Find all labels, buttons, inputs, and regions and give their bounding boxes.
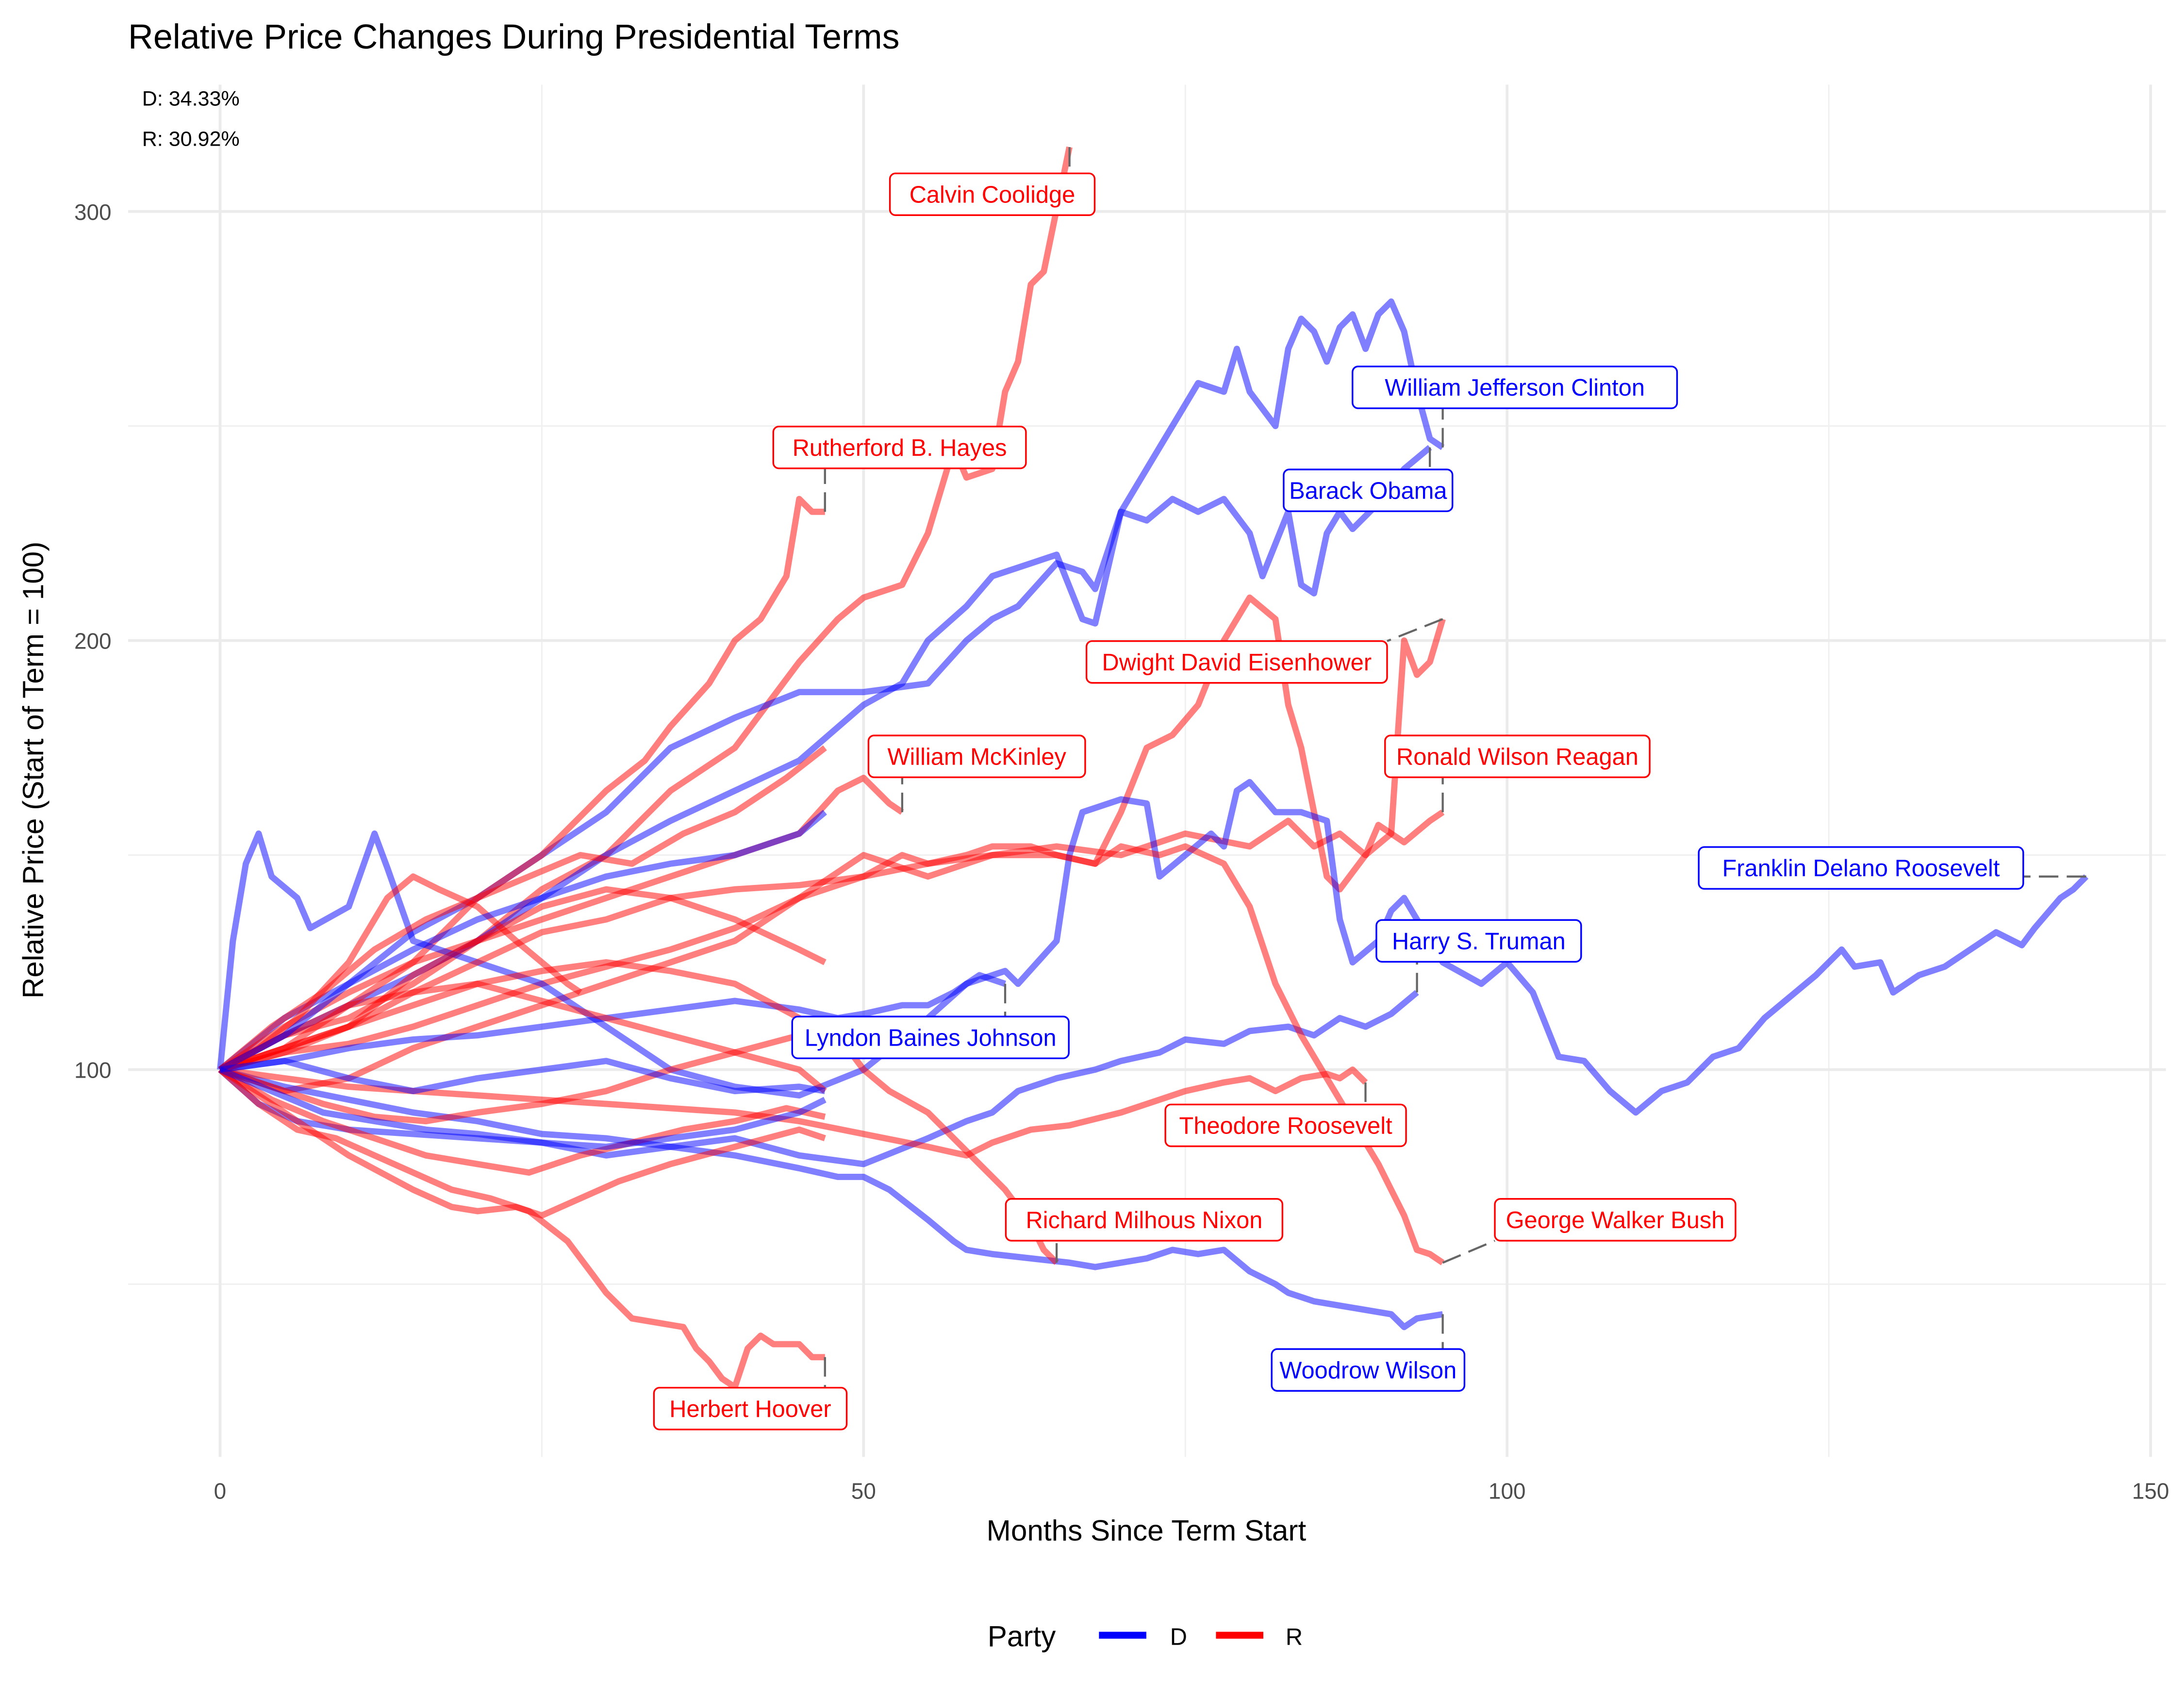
series-line-d (218, 298, 1445, 1073)
series-label: Barack Obama (1283, 468, 1454, 512)
series-label-text: George Walker Bush (1506, 1207, 1725, 1233)
series-label-text: Dwight David Eisenhower (1102, 650, 1372, 676)
series-line-r (219, 1023, 826, 1125)
x-tick-label: 50 (851, 1478, 876, 1503)
series-label-box (772, 425, 1027, 469)
series-line-r (219, 886, 827, 1073)
series-line-d (219, 1066, 1443, 1331)
series-line-d (218, 1066, 827, 1150)
series-label-box (1164, 1103, 1407, 1148)
y-axis-title: Relative Price (Start of Term = 100) (17, 542, 50, 999)
y-tick-label: 200 (74, 629, 112, 654)
series-line-d (219, 1058, 826, 1095)
axis-ticks: 0 50 100 150 100 200 300 (74, 200, 2169, 1504)
series-label-box (1283, 468, 1454, 512)
series-label-text: William McKinley (887, 744, 1066, 770)
series-label: Richard Milhous Nixon (1005, 1198, 1284, 1242)
series-lines (217, 146, 2089, 1390)
x-tick-label: 150 (2132, 1478, 2169, 1503)
legend-label-d: D (1170, 1624, 1187, 1650)
series-line-r (218, 775, 904, 1072)
series-line-r (219, 809, 1445, 1073)
series-label: William McKinley (867, 734, 1086, 778)
series-label-text: Franklin Delano Roosevelt (1722, 855, 2000, 882)
series-label: Franklin Delano Roosevelt (1698, 846, 2024, 890)
series-label-box (1384, 734, 1651, 778)
annotation-r: R: 30.92% (142, 128, 240, 151)
series-line-r (218, 1067, 826, 1219)
series-line-r (218, 1066, 826, 1176)
x-tick-label: 0 (214, 1478, 227, 1503)
series-label-box (867, 734, 1086, 778)
series-labels: Calvin Coolidge William Jefferson Clinton… (653, 147, 2086, 1431)
series-line-r (219, 843, 1445, 1266)
legend-title: Party (988, 1620, 1056, 1653)
series-line-r (218, 1067, 825, 1390)
series-label-text: Rutherford B. Hayes (793, 435, 1007, 461)
legend: Party D R (988, 1620, 1303, 1653)
label-connector (1442, 1239, 1495, 1264)
series-label-box (1005, 1198, 1284, 1242)
series-label-text: Woodrow Wilson (1279, 1357, 1456, 1383)
series-line-d (217, 779, 2089, 1116)
series-label-box (653, 1386, 848, 1431)
series-label: Harry S. Truman (1375, 919, 1582, 963)
series-label: Rutherford B. Hayes (772, 425, 1027, 469)
series-line-r (219, 1066, 1368, 1159)
annotation-d: D: 34.33% (142, 87, 240, 110)
legend-label-r: R (1286, 1624, 1303, 1650)
series-label-box (889, 172, 1096, 217)
series-label: Theodore Roosevelt (1164, 1103, 1407, 1148)
gridlines (128, 84, 2166, 1457)
series-line-r (218, 981, 827, 1094)
y-tick-label: 300 (74, 200, 112, 225)
series-label: Dwight David Eisenhower (1085, 640, 1388, 684)
series-label-text: Calvin Coolidge (910, 182, 1075, 208)
series-label-box (1271, 1348, 1466, 1392)
y-tick-label: 100 (74, 1058, 112, 1083)
label-connector (1387, 618, 1443, 642)
series-label-box (1494, 1198, 1737, 1242)
series-label: William Jefferson Clinton (1352, 366, 1678, 409)
series-label: George Walker Bush (1494, 1198, 1737, 1242)
series-line-r (218, 146, 1073, 1073)
series-label-text: William Jefferson Clinton (1385, 375, 1645, 401)
series-line-d (218, 445, 1432, 1072)
series-label-text: Lyndon Baines Johnson (805, 1025, 1057, 1051)
series-label-box (1352, 366, 1678, 409)
series-line-r (218, 873, 582, 1073)
series-label: Woodrow Wilson (1271, 1348, 1466, 1392)
series-line-d (218, 810, 827, 1073)
series-label-text: Harry S. Truman (1392, 928, 1566, 954)
series-label: Calvin Coolidge (889, 172, 1096, 217)
series-label: Ronald Wilson Reagan (1384, 734, 1651, 778)
series-label-box (1698, 846, 2024, 890)
series-label-text: Richard Milhous Nixon (1026, 1207, 1262, 1233)
series-label-text: Barack Obama (1289, 478, 1447, 504)
series-label-text: Ronald Wilson Reagan (1396, 744, 1638, 770)
series-label-text: Herbert Hoover (669, 1396, 831, 1422)
chart-title: Relative Price Changes During Presidenti… (128, 17, 900, 56)
series-label-text: Theodore Roosevelt (1179, 1113, 1393, 1139)
x-axis-title: Months Since Term Start (987, 1514, 1307, 1547)
series-label-box (791, 1016, 1070, 1059)
series-line-r (218, 745, 827, 1072)
series-line-r (219, 496, 825, 1073)
series-label: Lyndon Baines Johnson (791, 1016, 1070, 1059)
series-label: Herbert Hoover (653, 1386, 848, 1431)
series-label-box (1085, 640, 1388, 684)
x-tick-label: 100 (1489, 1478, 1526, 1503)
series-line-d (219, 972, 1006, 1073)
series-label-box (1375, 919, 1582, 963)
